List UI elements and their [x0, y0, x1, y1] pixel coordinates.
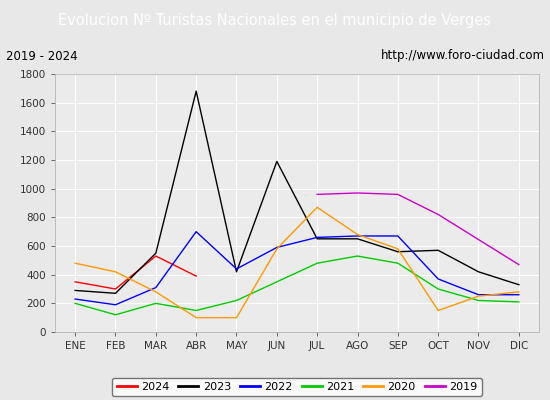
- Text: Evolucion Nº Turistas Nacionales en el municipio de Verges: Evolucion Nº Turistas Nacionales en el m…: [58, 14, 492, 28]
- Text: 2019 - 2024: 2019 - 2024: [6, 50, 77, 62]
- Text: http://www.foro-ciudad.com: http://www.foro-ciudad.com: [381, 50, 544, 62]
- Legend: 2024, 2023, 2022, 2021, 2020, 2019: 2024, 2023, 2022, 2021, 2020, 2019: [112, 378, 482, 396]
